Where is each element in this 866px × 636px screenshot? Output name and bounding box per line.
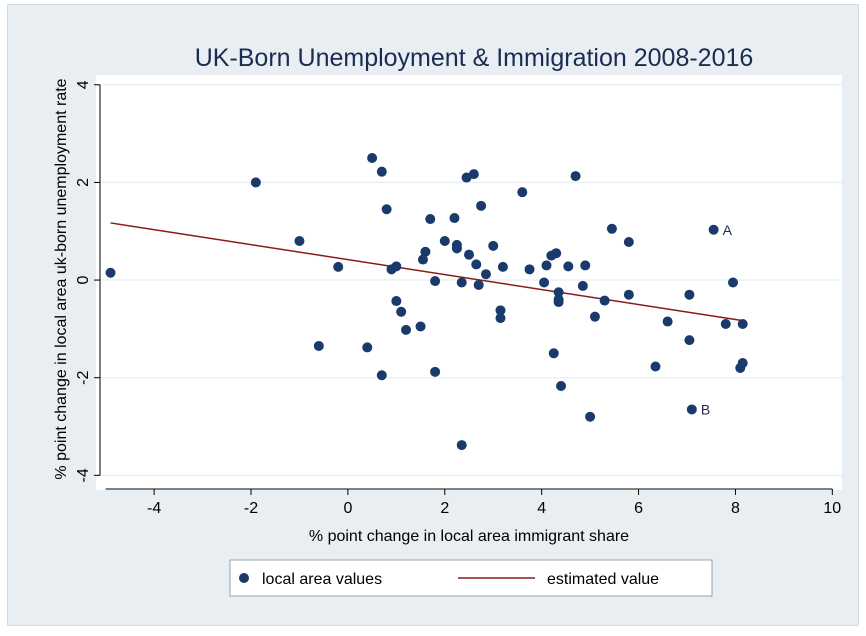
data-point <box>425 214 436 225</box>
data-point <box>391 261 402 272</box>
data-point <box>580 260 591 271</box>
x-tick-label: 10 <box>823 500 841 517</box>
data-point <box>517 187 528 198</box>
data-point <box>313 340 324 351</box>
legend: local area values estimated value <box>229 559 713 597</box>
gridlines <box>96 84 842 477</box>
data-point <box>250 177 261 188</box>
data-point <box>662 316 673 327</box>
data-point <box>585 411 596 422</box>
data-point <box>488 240 499 251</box>
data-point <box>362 342 373 353</box>
data-point <box>376 370 387 381</box>
x-tick-label: -4 <box>147 500 161 517</box>
x-tick-label: 2 <box>440 500 449 517</box>
data-point <box>548 348 559 359</box>
x-tick-label: 0 <box>343 500 352 517</box>
data-point <box>439 236 450 246</box>
data-point <box>430 276 441 287</box>
data-point <box>401 324 412 335</box>
y-axis-label: % point change in local area uk-born une… <box>53 78 70 479</box>
data-point <box>367 153 378 163</box>
data-point <box>623 289 634 300</box>
data-point <box>105 267 116 278</box>
data-point <box>570 171 581 182</box>
data-point <box>333 261 344 272</box>
point-annotation: B <box>701 401 710 417</box>
y-tick-label: -2 <box>75 370 92 384</box>
x-tick-label: 4 <box>537 500 546 517</box>
data-point <box>449 213 460 224</box>
data-point <box>728 277 739 288</box>
data-point <box>737 358 748 369</box>
legend-label-points: local area values <box>262 571 382 588</box>
fitted-line <box>110 222 743 322</box>
data-point <box>623 236 634 247</box>
data-point <box>551 248 562 259</box>
data-point <box>471 259 482 270</box>
data-point <box>415 321 426 332</box>
data-point <box>417 254 428 265</box>
data-point <box>391 296 402 307</box>
data-point <box>476 200 487 211</box>
data-point <box>480 269 491 280</box>
annotations-layer: AB <box>701 222 733 418</box>
data-point <box>396 306 407 317</box>
chart-title: UK-Born Unemployment & Immigration 2008-… <box>195 44 754 72</box>
data-point <box>495 313 506 324</box>
data-point <box>563 261 574 272</box>
data-point <box>553 287 564 298</box>
points-layer <box>105 153 748 451</box>
data-point <box>737 319 748 329</box>
data-point <box>381 204 392 215</box>
legend-marker-points <box>239 573 249 583</box>
data-point <box>556 381 567 392</box>
fitted-line-layer <box>110 222 743 322</box>
x-axis-label: % point change in local area immigrant s… <box>309 528 629 545</box>
y-tick-label: -4 <box>75 468 92 482</box>
x-tick-label: 8 <box>731 500 740 517</box>
y-tick-label: 2 <box>75 178 92 187</box>
data-point <box>599 295 610 306</box>
data-point <box>539 277 550 288</box>
data-point <box>589 311 600 322</box>
data-point <box>420 246 431 257</box>
data-point <box>720 319 731 329</box>
legend-box <box>229 559 713 597</box>
data-point <box>684 335 695 346</box>
x-tick-label: 6 <box>634 500 643 517</box>
data-point <box>451 243 462 254</box>
axes: -4 -2 0 2 4 -4 -2 0 2 4 6 8 10 <box>75 80 841 517</box>
data-point <box>577 280 588 291</box>
data-point <box>456 440 467 451</box>
data-point <box>464 249 474 260</box>
data-point <box>684 289 695 300</box>
plot-panel <box>96 75 842 490</box>
data-point <box>376 166 387 177</box>
x-tick-label: -2 <box>244 500 258 517</box>
data-point <box>430 366 441 377</box>
data-point <box>497 261 508 272</box>
data-point <box>541 260 552 271</box>
legend-label-line: estimated value <box>547 571 659 588</box>
data-point <box>473 279 484 290</box>
data-point <box>495 305 506 316</box>
y-tick-label: 0 <box>75 276 92 285</box>
y-tick-label: 4 <box>75 80 92 89</box>
data-point <box>708 224 719 235</box>
data-point <box>468 169 479 180</box>
data-point <box>686 404 697 415</box>
data-point <box>650 361 661 372</box>
data-point <box>294 236 305 246</box>
point-annotation: A <box>723 222 733 238</box>
data-point <box>606 223 617 234</box>
data-point <box>456 277 467 288</box>
data-point <box>553 297 564 308</box>
data-point <box>524 264 535 275</box>
